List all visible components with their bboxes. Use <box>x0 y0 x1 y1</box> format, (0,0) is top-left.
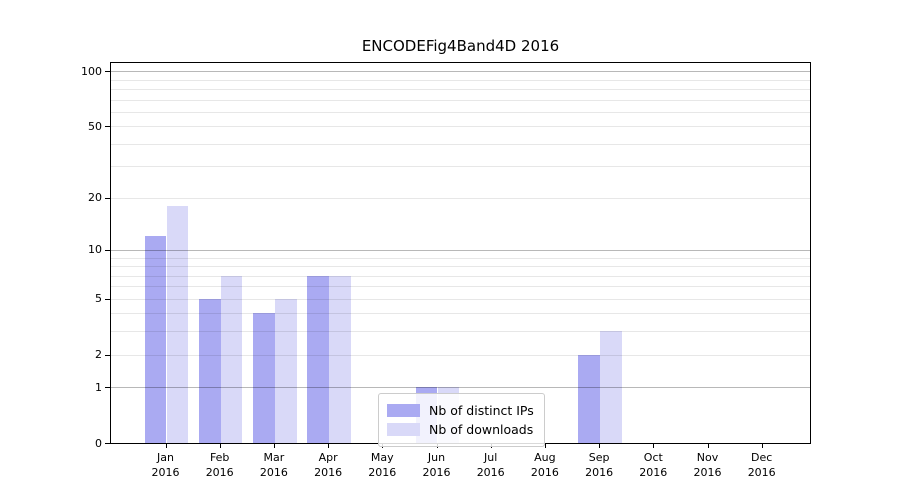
x-tick-label-sep: Sep 2016 <box>585 451 614 479</box>
y-tick-label-10: 10 <box>88 243 102 257</box>
x-tick-label-nov: Nov 2016 <box>693 451 722 479</box>
y-tick-mark-5 <box>105 298 110 300</box>
bars-layer <box>111 63 810 443</box>
bar-ips-sep <box>578 354 601 443</box>
legend-swatch-downloads <box>387 423 420 436</box>
x-tick-label-dec: Dec 2016 <box>747 451 776 479</box>
bar-downloads-apr <box>329 275 351 443</box>
y-tick-label-1: 1 <box>95 380 102 394</box>
y-tick-label-20: 20 <box>88 191 102 205</box>
legend-swatch-ips <box>387 404 420 417</box>
bar-downloads-feb <box>220 275 243 443</box>
y-tick-label-100: 100 <box>81 64 102 78</box>
bar-ips-apr <box>307 275 330 443</box>
bar-downloads-mar <box>274 298 297 443</box>
y-tick-mark-0 <box>105 443 110 444</box>
legend-item-distinct-ips: Nb of distinct IPs <box>387 402 534 419</box>
y-tick-mark-20 <box>105 197 110 199</box>
y-tick-mark-100 <box>105 71 110 73</box>
x-tick-mark-dec <box>761 444 763 448</box>
y-tick-mark-10 <box>105 249 110 251</box>
bar-ips-mar <box>253 313 275 443</box>
x-tick-mark-feb <box>219 444 221 448</box>
chart-title: ENCODEFig4Band4D 2016 <box>361 37 560 55</box>
x-tick-mark-oct <box>653 444 655 448</box>
bar-ips-feb <box>199 298 221 443</box>
x-tick-label-jun: Jun 2016 <box>422 451 451 479</box>
y-tick-mark-2 <box>105 354 110 356</box>
x-tick-label-mar: Mar 2016 <box>259 451 288 479</box>
legend-label-downloads: Nb of downloads <box>429 422 534 437</box>
y-tick-mark-50 <box>105 126 110 128</box>
legend-item-downloads: Nb of downloads <box>387 421 534 438</box>
x-tick-mark-apr <box>328 444 330 448</box>
x-tick-mark-mar <box>273 444 275 448</box>
legend-label-ips: Nb of distinct IPs <box>429 403 534 418</box>
legend: Nb of distinct IPs Nb of downloads <box>378 393 545 447</box>
x-tick-label-feb: Feb 2016 <box>205 451 234 479</box>
y-tick-label-5: 5 <box>95 292 102 306</box>
x-tick-mark-sep <box>599 444 601 448</box>
x-tick-mark-jan <box>165 444 167 448</box>
x-tick-label-apr: Apr 2016 <box>314 451 343 479</box>
x-tick-mark-nov <box>707 444 709 448</box>
bar-downloads-sep <box>600 331 622 443</box>
x-tick-mark-aug <box>544 444 546 448</box>
y-tick-label-50: 50 <box>88 119 102 133</box>
y-tick-mark-1 <box>105 387 110 389</box>
x-tick-label-jan: Jan 2016 <box>151 451 180 479</box>
x-tick-label-may: May 2016 <box>368 451 397 479</box>
x-tick-label-oct: Oct 2016 <box>639 451 668 479</box>
x-tick-label-jul: Jul 2016 <box>476 451 505 479</box>
plot-area: Nb of distinct IPs Nb of downloads <box>110 62 811 447</box>
x-tick-label-aug: Aug 2016 <box>530 451 559 479</box>
bar-ips-jan <box>144 236 167 443</box>
y-tick-label-0: 0 <box>95 436 102 450</box>
y-tick-label-2: 2 <box>95 348 102 361</box>
bar-downloads-jan <box>166 205 189 443</box>
